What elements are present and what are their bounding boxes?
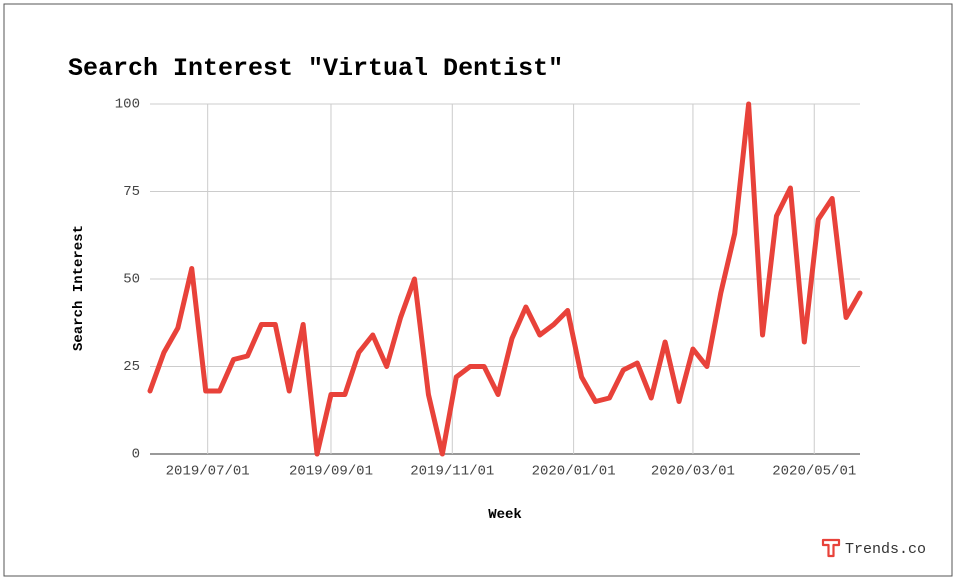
x-axis-title: Week bbox=[488, 507, 522, 523]
chart-title: Search Interest "Virtual Dentist" bbox=[68, 54, 563, 83]
y-axis-title: Search Interest bbox=[71, 225, 87, 351]
y-tick-label: 100 bbox=[115, 97, 140, 113]
x-tick-label: 2019/09/01 bbox=[289, 464, 373, 480]
brand-logo bbox=[821, 538, 841, 558]
x-tick-label: 2020/01/01 bbox=[532, 464, 616, 480]
frame bbox=[3, 3, 953, 577]
x-tick-label: 2020/05/01 bbox=[772, 464, 856, 480]
brand-name: Trends.co bbox=[845, 541, 926, 558]
x-tick-label: 2019/11/01 bbox=[410, 464, 494, 480]
x-tick-label: 2019/07/01 bbox=[166, 464, 250, 480]
y-tick-label: 0 bbox=[132, 447, 140, 463]
x-tick-label: 2020/03/01 bbox=[651, 464, 735, 480]
y-tick-label: 50 bbox=[123, 272, 140, 288]
y-tick-label: 75 bbox=[123, 184, 140, 200]
y-tick-label: 25 bbox=[123, 359, 140, 375]
line-series bbox=[147, 101, 863, 457]
